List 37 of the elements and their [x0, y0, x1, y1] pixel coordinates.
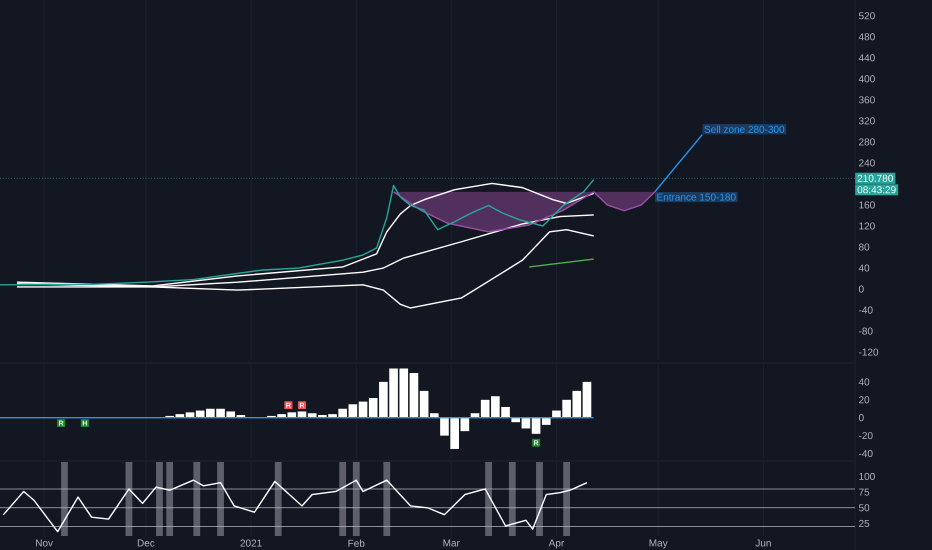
y-tick-label: 520	[858, 12, 875, 20]
y-tick-label: 80	[858, 243, 870, 251]
text: 08:43:29	[858, 186, 896, 194]
y-tick-label: 40	[858, 264, 870, 272]
y-tick-label: 440	[858, 54, 875, 62]
y-tick-label: 120	[859, 222, 875, 230]
y-tick-label: 40	[858, 378, 870, 386]
y-tick-label: -40	[858, 306, 873, 314]
y-tick-label: 160	[859, 201, 875, 208]
x-tick-label: Mar	[443, 540, 460, 547]
y-tick-label: 360	[858, 96, 875, 104]
y-tick-label: 25	[859, 520, 870, 527]
y-tick-label: 20	[859, 396, 870, 404]
y-tick-label: 0	[858, 414, 864, 422]
y-tick-label: 400	[858, 75, 875, 82]
x-tick-label: Nov	[36, 540, 53, 547]
annotation: Entrance 150-180	[657, 194, 736, 201]
y-tick-label: -120	[858, 348, 878, 356]
y-tick-label: -20	[858, 432, 873, 440]
y-tick-label: 0	[858, 286, 864, 293]
y-tick-label: -40	[858, 450, 873, 458]
y-tick-label: -80	[858, 328, 873, 335]
y-tick-label: 240	[859, 159, 875, 166]
ref-line-label: 210.780	[858, 174, 893, 182]
y-tick-label: 75	[859, 488, 870, 496]
y-tick-label: 100	[859, 472, 875, 480]
y-tick-label: 280	[859, 138, 875, 146]
y-tick-label: 480	[858, 33, 875, 40]
x-tick-label: Feb	[348, 540, 364, 547]
x-tick-label: Dec	[138, 540, 155, 547]
x-tick-label: Jun	[755, 540, 771, 547]
y-tick-label: 320	[858, 117, 875, 124]
x-tick-label: May	[650, 540, 668, 548]
x-tick-label: 2021	[240, 540, 262, 547]
x-tick-label: Apr	[548, 540, 564, 548]
annotation: Sell zone 280-300	[704, 125, 784, 133]
y-tick-label: 50	[858, 504, 870, 512]
